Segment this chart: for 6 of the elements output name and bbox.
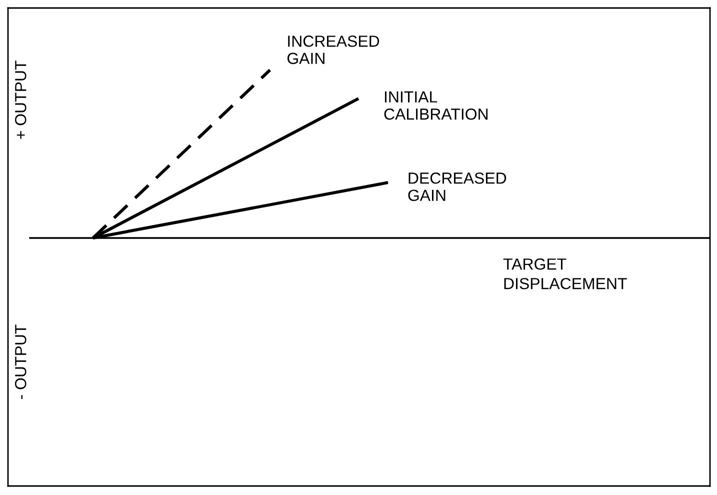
- series-label: INCREASED GAIN: [287, 36, 380, 64]
- text: - OUTPUT: [14, 324, 26, 399]
- series-label: DECREASED GAIN: [408, 172, 506, 202]
- series-label: INITIAL CALIBRATION: [384, 91, 488, 120]
- text: TARGET DISPLACEMENT: [503, 258, 627, 290]
- text: + OUTPUT: [14, 60, 26, 139]
